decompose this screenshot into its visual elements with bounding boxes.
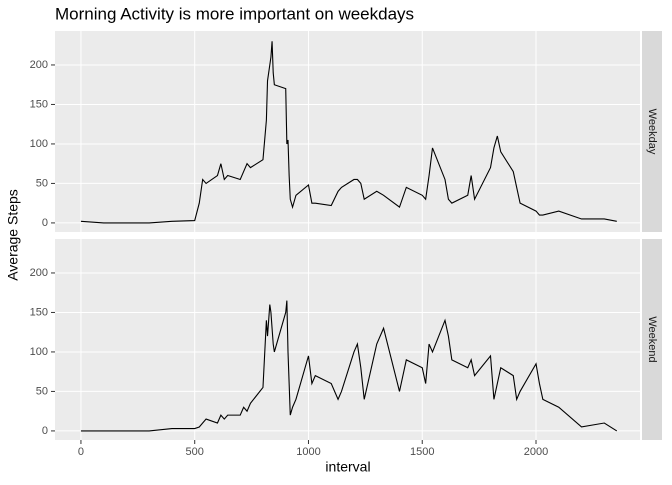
x-axis-label: interval <box>325 459 370 475</box>
data-line <box>80 300 618 432</box>
facet-strip <box>642 239 662 440</box>
y-tick-label: 0 <box>42 217 48 229</box>
y-tick-label: 200 <box>30 59 48 71</box>
y-tick-label: 0 <box>42 425 48 437</box>
facet-label: Weekday <box>646 109 658 155</box>
y-tick-label: 100 <box>30 346 48 358</box>
y-tick-label: 200 <box>30 267 48 279</box>
data-line <box>80 41 617 224</box>
facet-label: Weekend <box>646 316 658 362</box>
y-tick-label: 50 <box>36 177 48 189</box>
y-tick-label: 50 <box>36 385 48 397</box>
facet-strip <box>642 31 662 232</box>
y-tick-label: 150 <box>30 306 48 318</box>
x-tick-label: 0 <box>78 446 84 458</box>
y-tick-label: 150 <box>30 98 48 110</box>
chart-title: Morning Activity is more important on we… <box>55 4 414 23</box>
x-tick-label: 500 <box>186 446 204 458</box>
y-tick-label: 100 <box>30 138 48 150</box>
panel-background <box>55 31 640 232</box>
x-tick-label: 1000 <box>296 446 320 458</box>
panel-background <box>55 239 640 440</box>
x-tick-label: 2000 <box>524 446 548 458</box>
y-axis-label: Average Steps <box>5 189 21 281</box>
x-tick-label: 1500 <box>410 446 434 458</box>
